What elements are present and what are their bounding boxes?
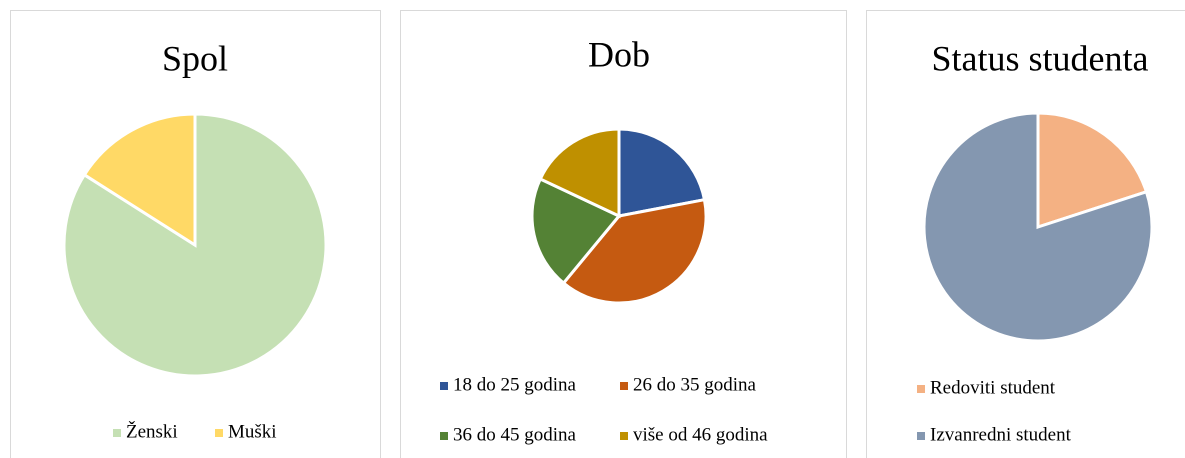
pie-slice bbox=[922, 111, 1154, 343]
legend-swatch bbox=[620, 382, 628, 390]
legend-label: Muški bbox=[228, 421, 277, 442]
legend-swatch bbox=[113, 429, 121, 437]
legend-swatch bbox=[215, 429, 223, 437]
legend-swatch bbox=[620, 432, 628, 440]
legend-label: više od 46 godina bbox=[633, 424, 768, 445]
legend-swatch bbox=[440, 432, 448, 440]
pie-slice bbox=[82, 112, 197, 248]
pie-slice bbox=[1036, 111, 1149, 230]
legend-label: 26 do 35 godina bbox=[633, 374, 757, 395]
legend-label: Izvanredni student bbox=[930, 424, 1072, 445]
pie-slice bbox=[561, 197, 708, 305]
legend-swatch bbox=[440, 382, 448, 390]
chart-title: Spol bbox=[162, 38, 228, 78]
legend-swatch bbox=[917, 385, 925, 393]
legend-swatch bbox=[917, 432, 925, 440]
chart-title: Status studenta bbox=[932, 38, 1149, 78]
legend-label: Redoviti student bbox=[930, 377, 1056, 398]
pie-slice bbox=[62, 112, 328, 378]
pie-slice bbox=[530, 176, 622, 286]
pie-slice bbox=[538, 127, 621, 219]
chart-title: Dob bbox=[588, 34, 650, 74]
legend-label: Ženski bbox=[126, 420, 178, 442]
pie-slice bbox=[617, 127, 707, 218]
legend-label: 36 do 45 godina bbox=[453, 424, 577, 445]
legend-label: 18 do 25 godina bbox=[453, 374, 577, 395]
